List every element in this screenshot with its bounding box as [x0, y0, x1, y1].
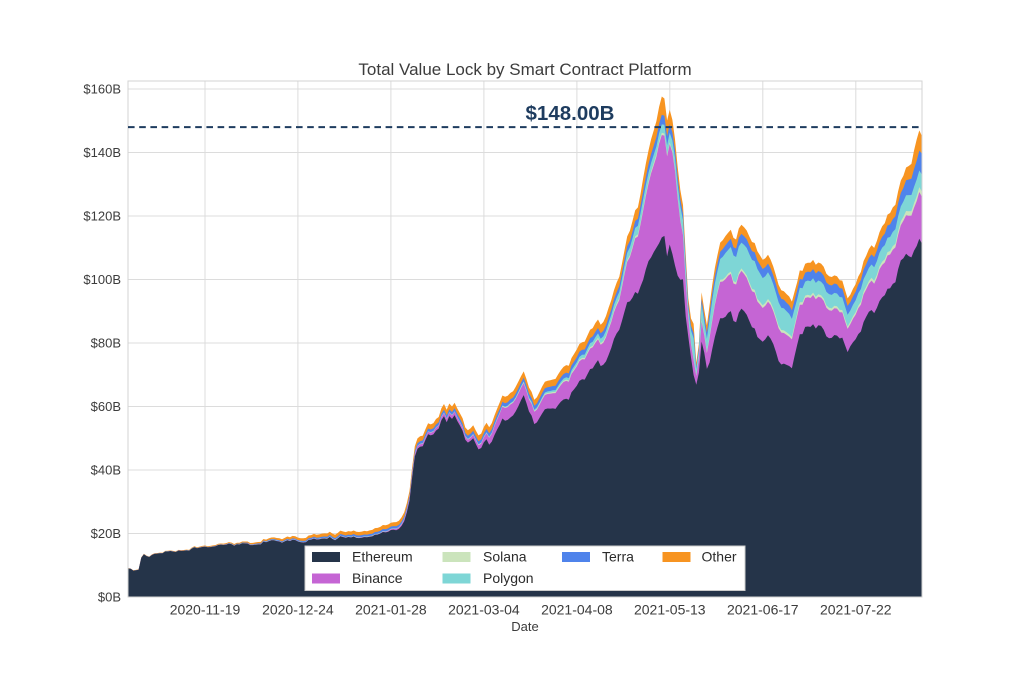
svg-text:2021-07-22: 2021-07-22 — [820, 602, 892, 618]
svg-text:2021-04-08: 2021-04-08 — [541, 602, 613, 618]
svg-text:2021-06-17: 2021-06-17 — [727, 602, 799, 618]
svg-text:Solana: Solana — [483, 549, 527, 565]
svg-text:2021-05-13: 2021-05-13 — [634, 602, 706, 618]
svg-text:$120B: $120B — [83, 209, 121, 224]
svg-text:2021-01-28: 2021-01-28 — [355, 602, 427, 618]
svg-text:$60B: $60B — [91, 399, 121, 414]
svg-text:Total Value Lock by Smart Cont: Total Value Lock by Smart Contract Platf… — [358, 60, 691, 79]
svg-text:Ethereum: Ethereum — [352, 549, 413, 565]
svg-text:$40B: $40B — [91, 463, 121, 478]
svg-text:Polygon: Polygon — [483, 570, 534, 586]
svg-text:$140B: $140B — [83, 145, 121, 160]
svg-text:$80B: $80B — [91, 336, 121, 351]
svg-text:2020-11-19: 2020-11-19 — [170, 602, 241, 618]
svg-text:Other: Other — [702, 549, 737, 565]
svg-text:Binance: Binance — [352, 570, 403, 586]
svg-text:$160B: $160B — [83, 82, 121, 97]
svg-text:$0B: $0B — [98, 590, 121, 605]
svg-text:$148.00B: $148.00B — [526, 102, 615, 125]
svg-text:2021-03-04: 2021-03-04 — [448, 602, 520, 618]
svg-text:2020-12-24: 2020-12-24 — [262, 602, 334, 618]
svg-text:$20B: $20B — [91, 526, 121, 541]
svg-text:$100B: $100B — [83, 272, 121, 287]
svg-text:Date: Date — [511, 619, 538, 634]
svg-text:Terra: Terra — [602, 549, 634, 565]
